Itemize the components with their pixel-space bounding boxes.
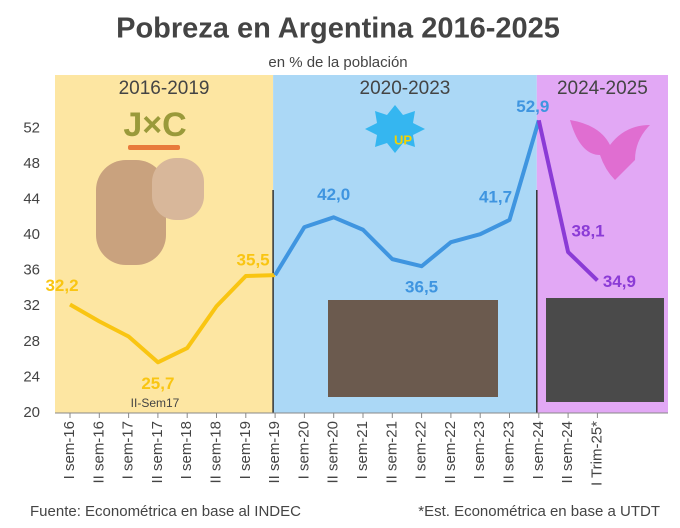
period-label: 2020-2023	[360, 78, 451, 99]
x-tick-label: II sem-20	[325, 421, 342, 484]
x-tick-label: I sem-22	[413, 421, 430, 479]
data-label: 41,7	[479, 187, 512, 206]
data-label: 52,9	[516, 97, 549, 116]
logo-bar	[128, 145, 180, 150]
y-tick-label: 36	[23, 262, 40, 279]
y-tick-label: 24	[23, 368, 40, 385]
x-tick-label: I sem-17	[120, 421, 137, 479]
jxc-logo: J×C	[123, 106, 186, 144]
line-series	[273, 119, 541, 277]
x-tick-label: I sem-23	[471, 421, 488, 479]
x-tick-label: II sem-19	[266, 421, 283, 484]
x-tick-label: II sem-21	[383, 421, 400, 484]
y-tick-label: 48	[23, 155, 40, 172]
data-label: 38,1	[572, 221, 605, 240]
x-tick-label: II sem-17	[149, 421, 166, 484]
x-tick-label: II sem-23	[500, 421, 517, 484]
photos	[96, 105, 664, 402]
x-tick-label: II sem-18	[207, 421, 224, 484]
photo	[546, 298, 664, 402]
photo	[328, 300, 498, 397]
data-label: 25,7	[141, 374, 174, 393]
photo	[152, 158, 204, 220]
y-tick-label: 52	[23, 119, 40, 136]
y-tick-label: 44	[23, 190, 40, 207]
period-label: 2024-2025	[557, 78, 648, 99]
y-tick-label: 20	[23, 404, 40, 421]
y-tick-label: 40	[23, 226, 40, 243]
data-label: 35,5	[237, 251, 270, 270]
data-label: 32,2	[45, 276, 78, 295]
x-tick-label: I sem-19	[237, 421, 254, 479]
x-tick-label: II sem-24	[559, 421, 576, 484]
line-series	[536, 119, 599, 282]
line-series	[69, 273, 276, 365]
chart-subtitle: en % de la población	[268, 54, 407, 71]
source: Fuente: Econométrica en base al INDEC	[30, 503, 301, 520]
x-tick-label: II sem-22	[442, 421, 459, 484]
up-logo	[365, 105, 425, 153]
photo	[96, 160, 166, 265]
y-tick-label: 28	[23, 333, 40, 350]
x-tick-label: II sem-16	[90, 421, 107, 484]
y-tick-label: 32	[23, 297, 40, 314]
bird-logo	[570, 120, 650, 180]
period-label: 2016-2019	[119, 78, 210, 99]
x-tick-label: I sem-21	[354, 421, 371, 479]
x-tick-label: I Trim-25*	[588, 421, 605, 486]
data-label: 34,9	[603, 272, 636, 291]
data-label: 36,5	[405, 278, 438, 297]
x-tick-label: I sem-18	[178, 421, 195, 479]
x-tick-label: I sem-20	[295, 421, 312, 479]
x-tick-label: I sem-16	[61, 421, 78, 479]
x-tick-label: I sem-24	[530, 421, 547, 479]
up-logo-text: UP	[394, 132, 412, 147]
data-label: 42,0	[317, 185, 350, 204]
annotation: II-Sem17	[131, 396, 180, 410]
chart-title: Pobreza en Argentina 2016-2025	[116, 13, 560, 45]
note: *Est. Econométrica en base a UTDT	[418, 503, 660, 520]
